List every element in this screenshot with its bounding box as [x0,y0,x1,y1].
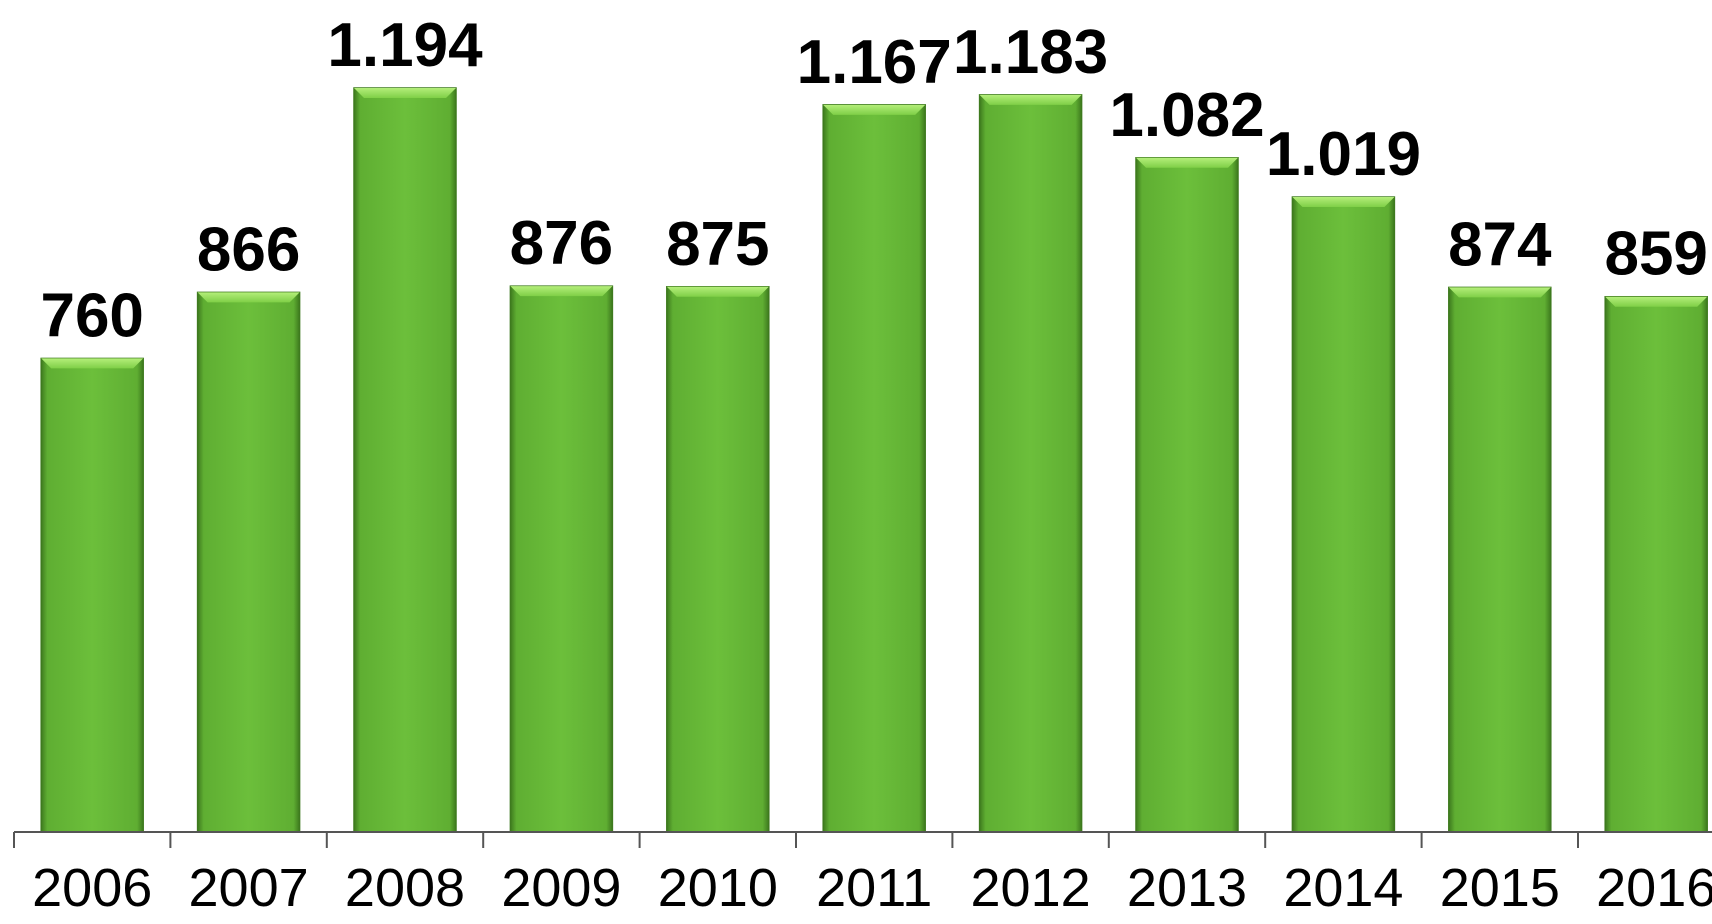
data-label: 1.194 [327,11,483,80]
bar-body [509,285,614,833]
data-label: 760 [40,281,143,350]
data-label: 859 [1604,220,1707,289]
data-label: 875 [666,210,769,279]
bar-2009 [509,285,614,833]
bar-body [978,94,1083,833]
bar-body [1448,286,1552,833]
data-label: 876 [510,209,613,278]
bar-top-bevel [666,286,769,297]
x-tick-label: 2012 [971,858,1091,918]
bar-2016 [1604,295,1708,833]
bar-top-bevel [41,358,144,369]
x-tick-label: 2007 [189,858,309,918]
bar-body [196,291,301,833]
bar-2010 [666,286,770,833]
data-label: 1.019 [1266,120,1421,189]
bar-top-bevel [510,286,613,297]
data-label: 866 [197,215,300,284]
data-label: 874 [1448,210,1552,279]
bar-top-bevel [354,88,456,98]
bar-body [353,87,457,833]
bar-2007 [196,291,301,833]
bar-top-bevel [1292,197,1395,208]
x-axis: 2006 2007 2008 2009 2010 2011 2012 2013 2014 2015… [13,831,1712,918]
x-tick-label: 2015 [1440,858,1560,918]
bar-2012 [978,94,1083,833]
x-tick-label: 2006 [32,858,152,918]
bar-body [1135,157,1239,833]
x-tick-label: 2016 [1596,858,1712,918]
x-tick-label: 2014 [1283,858,1403,918]
bar-top-bevel [1448,287,1551,298]
bar-body [1291,196,1396,833]
x-tick-label: 2009 [501,858,621,918]
data-label: 1.167 [797,28,952,97]
bar-body [666,286,770,833]
bar-body [822,104,926,833]
x-tick-label: 2013 [1127,858,1247,918]
data-label: 1.183 [953,18,1108,87]
x-tick-label: 2008 [345,858,465,918]
bar-top-bevel [823,104,926,115]
bar-body [40,357,144,833]
bar-2015 [1448,286,1552,833]
bar-2011 [822,104,926,833]
bars-layer [40,87,1708,833]
bar-2008 [353,87,457,833]
bar-top-bevel [1136,157,1238,168]
bar-2014 [1291,196,1396,833]
bar-2013 [1135,157,1239,833]
x-tick-label: 2011 [816,858,932,918]
bar-top-bevel [197,292,300,303]
x-tick-label: 2010 [658,858,778,918]
data-label: 1.082 [1109,81,1264,150]
bar-top-bevel [979,94,1082,105]
bar-top-bevel [1605,296,1708,307]
bar-body [1604,295,1708,833]
bar-2006 [40,357,144,833]
